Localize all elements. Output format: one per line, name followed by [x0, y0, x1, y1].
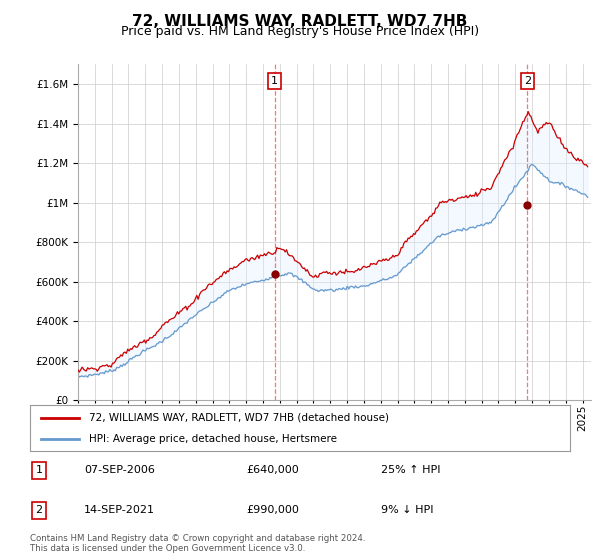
Text: 2: 2 — [35, 505, 43, 515]
Text: HPI: Average price, detached house, Hertsmere: HPI: Average price, detached house, Hert… — [89, 435, 337, 444]
Text: 72, WILLIAMS WAY, RADLETT, WD7 7HB: 72, WILLIAMS WAY, RADLETT, WD7 7HB — [133, 14, 467, 29]
Text: 72, WILLIAMS WAY, RADLETT, WD7 7HB (detached house): 72, WILLIAMS WAY, RADLETT, WD7 7HB (deta… — [89, 413, 389, 423]
Text: 9% ↓ HPI: 9% ↓ HPI — [381, 505, 433, 515]
Text: Contains HM Land Registry data © Crown copyright and database right 2024.
This d: Contains HM Land Registry data © Crown c… — [30, 534, 365, 553]
Text: £640,000: £640,000 — [246, 465, 299, 475]
Text: 25% ↑ HPI: 25% ↑ HPI — [381, 465, 440, 475]
Text: £990,000: £990,000 — [246, 505, 299, 515]
Text: 1: 1 — [35, 465, 43, 475]
Text: 1: 1 — [271, 76, 278, 86]
Text: 14-SEP-2021: 14-SEP-2021 — [84, 505, 155, 515]
Text: 2: 2 — [524, 76, 531, 86]
Text: 07-SEP-2006: 07-SEP-2006 — [84, 465, 155, 475]
Text: Price paid vs. HM Land Registry's House Price Index (HPI): Price paid vs. HM Land Registry's House … — [121, 25, 479, 38]
